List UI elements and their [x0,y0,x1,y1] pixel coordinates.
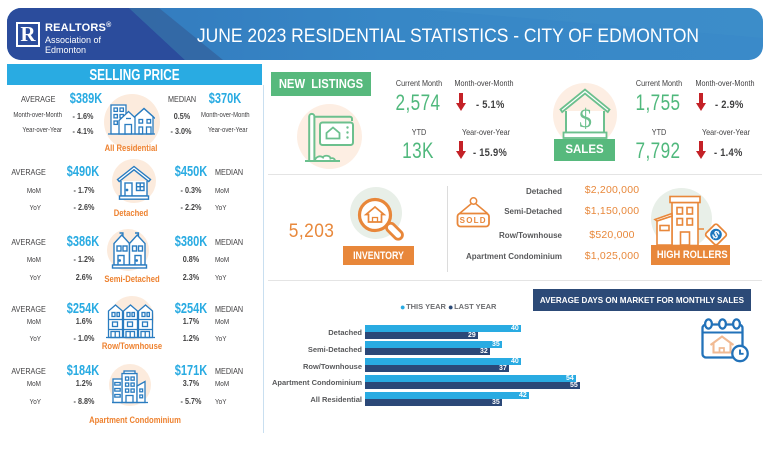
svg-text:$: $ [709,229,721,242]
svg-text:$: $ [579,104,592,133]
svg-text:SOLD: SOLD [460,216,487,225]
